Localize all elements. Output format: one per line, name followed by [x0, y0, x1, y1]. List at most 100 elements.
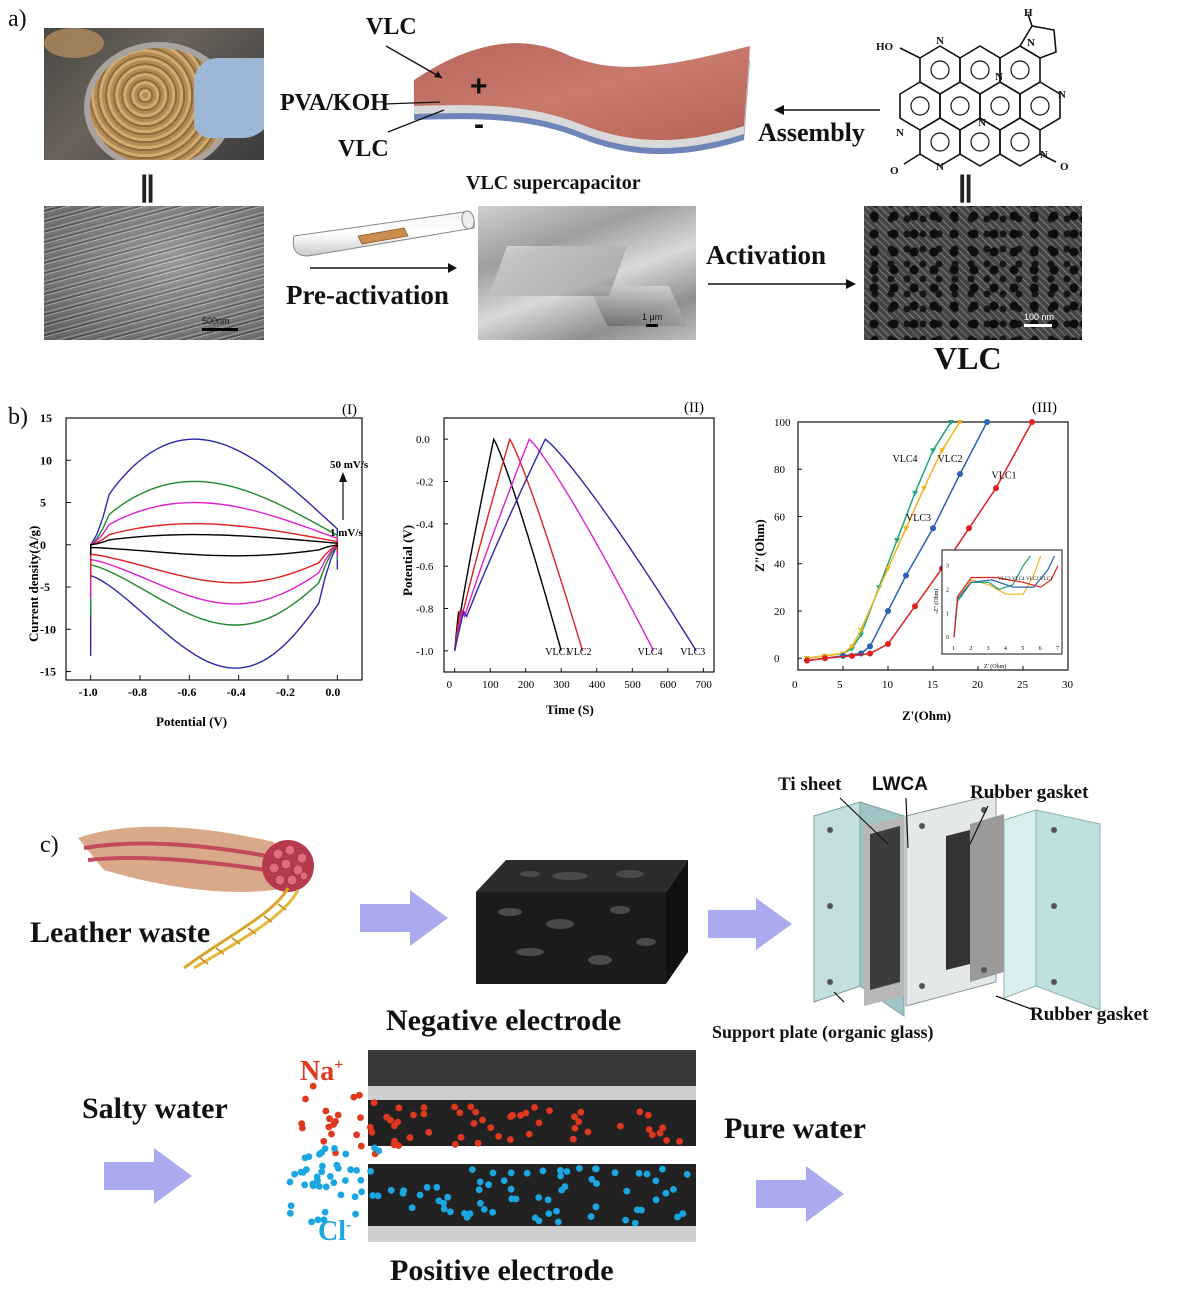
leather-waste-label: Leather waste	[30, 916, 211, 949]
molecule-structure: H HO N N N N N N N N O O	[876, 8, 1069, 177]
cl-ion-dot	[500, 1177, 508, 1184]
cv-curve-0	[89, 438, 339, 669]
na-ion-dot	[357, 1114, 364, 1121]
cl-ion-dot	[477, 1199, 484, 1207]
na-ion-dot	[663, 1137, 670, 1144]
na-ion-dot	[487, 1124, 495, 1131]
eis-point-VLC2	[885, 607, 891, 614]
eis-ytick: 60	[774, 511, 786, 523]
sem-image-preactivated: 1 μm	[478, 206, 696, 340]
cl-ion-dot	[635, 1169, 643, 1177]
cv-curve-3	[89, 522, 339, 584]
eis-inset-label: VLC3	[998, 577, 1011, 582]
cl-ion-dot	[330, 1179, 338, 1187]
eis-xlabel: Z'(Ohm)	[902, 708, 951, 723]
layer-mid-label: PVA/KOH	[280, 90, 389, 116]
cl-ion-dot	[674, 1213, 681, 1221]
eis-xtick: 15	[927, 679, 939, 691]
eis-ytick: 100	[774, 417, 791, 429]
cl-ion-dot	[352, 1210, 359, 1218]
na-ion-dot	[387, 1116, 394, 1124]
gcd-ytick: -0.4	[416, 519, 434, 531]
mol-atom-n3: N	[1027, 37, 1035, 49]
cl-ion-dot	[544, 1196, 552, 1204]
panel-a-letter: a)	[8, 6, 27, 32]
eis-inset-frame	[941, 549, 1063, 655]
eis-ytick: 20	[774, 606, 786, 618]
cl-ion-dot	[659, 1165, 666, 1173]
cell-callout-lines	[833, 797, 1035, 1011]
eis-point-VLC3	[939, 448, 945, 454]
gcd-xlabel: Time (S)	[546, 702, 594, 717]
na-ion-dot	[394, 1118, 401, 1126]
eis-point-VLC1	[804, 657, 810, 664]
device-caption: VLC supercapacitor	[466, 172, 641, 194]
gcd-ytick: -0.8	[416, 604, 434, 616]
mol-atom-o2: O	[1060, 161, 1069, 173]
eis-inset-xtick: 2	[969, 646, 972, 652]
cl-ion-dot	[287, 1202, 295, 1210]
gcd-ytick: -0.2	[416, 477, 433, 489]
na-ion-dot	[507, 1136, 514, 1143]
na-ion-text: Na	[300, 1056, 335, 1087]
eis-series-label: VLC3	[906, 513, 931, 524]
ti-sheet-label: Ti sheet	[778, 774, 842, 795]
cv-xtick: 0.0	[325, 685, 340, 699]
cl-ion-dot	[433, 1183, 441, 1191]
gcd-xtick: 300	[553, 679, 570, 691]
eis-xtick: 30	[1062, 679, 1074, 691]
scale-label-1um: 1 μm	[642, 312, 663, 322]
rubber-gasket-top-label: Rubber gasket	[970, 782, 1089, 803]
eis-point-VLC1	[885, 641, 891, 648]
na-ion-dot	[467, 1103, 475, 1111]
na-ion-dot	[420, 1104, 428, 1111]
cl-ion-dot	[416, 1191, 424, 1199]
na-ion-dot	[495, 1133, 502, 1140]
gcd-curve-VLC1	[454, 437, 562, 651]
cl-ion-dot	[311, 1181, 319, 1189]
na-ion-dot	[390, 1141, 398, 1149]
eis-ytick: 80	[774, 464, 786, 476]
cl-ion-dot	[557, 1172, 564, 1180]
gcd-series-label: VLC2	[567, 647, 592, 658]
na-ion-dot	[636, 1108, 644, 1116]
gcd-series-label: VLC3	[680, 647, 705, 658]
eis-point-VLC1	[912, 603, 918, 610]
na-charge: +	[334, 1056, 344, 1074]
layer-pointer-lines	[383, 45, 445, 133]
na-ion-dot	[571, 1113, 578, 1121]
na-ion-dot	[326, 1115, 333, 1123]
eis-point-VLC3	[921, 486, 927, 492]
cl-ion-dot	[444, 1193, 452, 1201]
na-ion-dot	[302, 1095, 309, 1103]
na-ion-dot	[457, 1133, 465, 1141]
cl-ion-dot	[374, 1192, 382, 1200]
na-ion-dot	[470, 1120, 478, 1127]
eis-inset-xtick: 6	[1039, 646, 1042, 652]
cl-ion-dot	[301, 1154, 309, 1162]
eis-inset-ytick: 3	[946, 564, 949, 570]
cl-ion-dot	[286, 1178, 294, 1186]
cl-ion-dot	[435, 1197, 443, 1205]
gcd-ytick: 0.0	[416, 434, 430, 446]
eis-inset-xtick: 4	[1004, 646, 1007, 652]
eis-xtick: 10	[882, 679, 894, 691]
cl-ion-dot	[480, 1206, 488, 1213]
na-ion-dot	[522, 1109, 530, 1117]
cv-ytick: 10	[40, 453, 52, 467]
cl-ion-dot	[523, 1169, 531, 1177]
mol-atom-n6: N	[936, 161, 944, 173]
cv-xtick: -0.4	[227, 685, 246, 699]
gcd-curve-VLC3	[454, 438, 697, 652]
na-ion-dot	[535, 1119, 543, 1127]
gcd-xtick: 500	[624, 679, 641, 691]
gcd-xtick: 600	[660, 679, 677, 691]
cl-ion-dot	[286, 1209, 294, 1217]
eis-point-VLC2	[903, 572, 909, 579]
negative-electrode-label: Negative electrode	[386, 1004, 622, 1037]
cl-ion-dot	[611, 1169, 619, 1177]
cl-ion-dot	[670, 1186, 677, 1193]
eis-inset-xtick: 3	[987, 646, 990, 652]
assembly-arrow	[774, 105, 880, 115]
eis-line-VLC4	[806, 421, 952, 659]
